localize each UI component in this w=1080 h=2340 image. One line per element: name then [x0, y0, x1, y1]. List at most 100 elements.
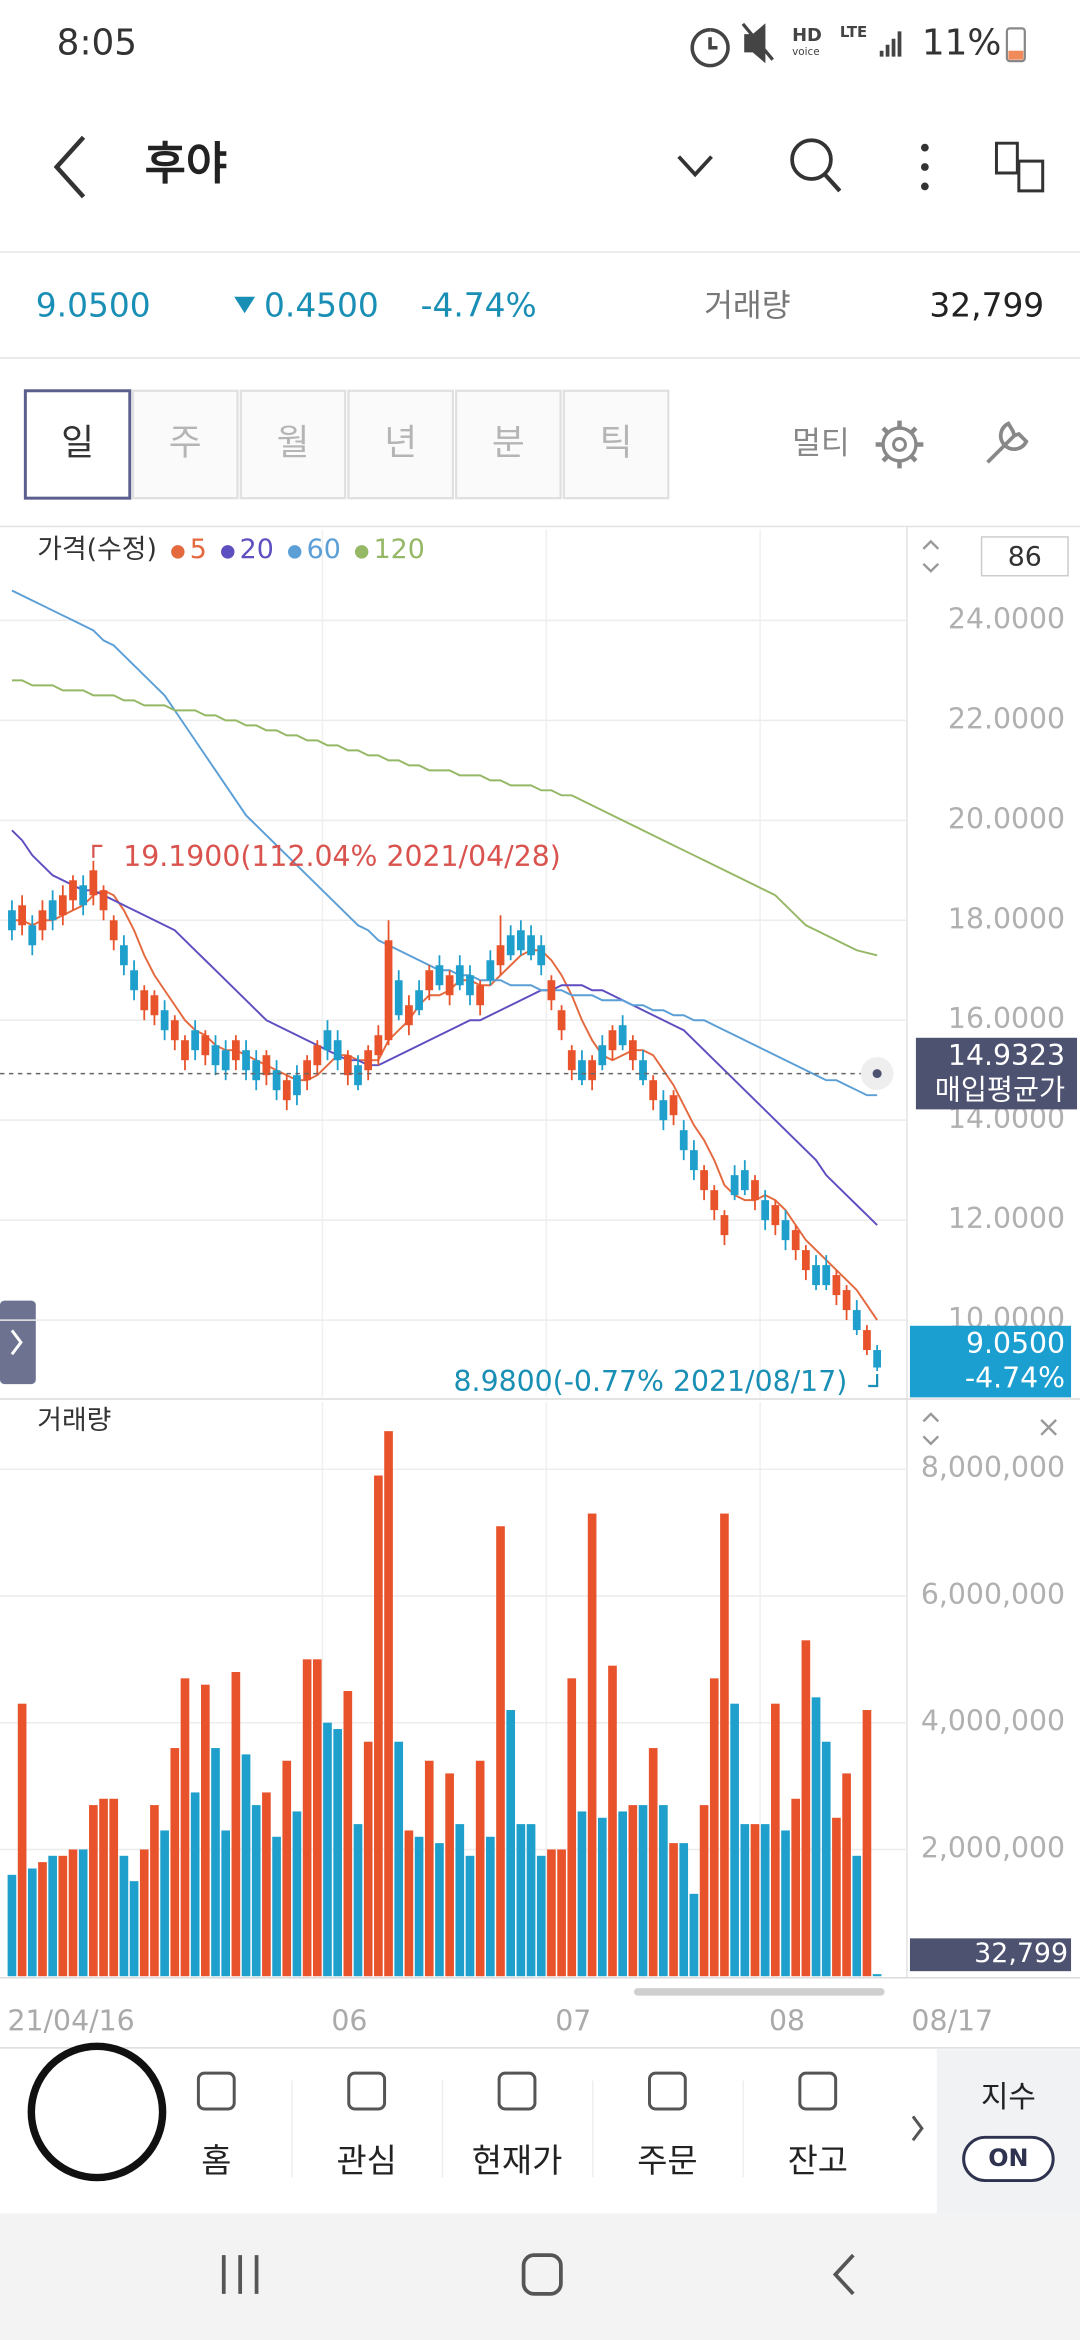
volume-bar — [139, 1849, 149, 1977]
candle-body — [832, 1275, 841, 1296]
volume-bar — [89, 1805, 98, 1977]
candle-body — [374, 1035, 383, 1056]
volume-bar — [231, 1672, 241, 1977]
candle-body — [557, 1010, 566, 1031]
nav-item[interactable] — [445, 2055, 588, 2204]
resize-icon[interactable] — [922, 1412, 940, 1446]
y-tick-label: 12.0000 — [948, 1202, 1065, 1235]
candle-body — [38, 910, 47, 931]
legend-title: 가격(수정) — [37, 534, 157, 565]
average-price-box — [915, 1037, 1078, 1110]
nav-more[interactable] — [911, 2115, 924, 2142]
dropdown-button[interactable] — [677, 155, 713, 178]
candle-body — [751, 1180, 759, 1201]
chart-area: 21/04/16 06 07 08 08/1710.000012.000014.0000… — [0, 529, 1078, 2037]
index-toggle[interactable] — [962, 2135, 1055, 2183]
volume-bar — [445, 1773, 454, 1977]
home-button[interactable] — [521, 2253, 563, 2296]
back-button[interactable] — [53, 135, 86, 199]
battery-icon — [1005, 27, 1026, 63]
nav-label: 홈 — [201, 2142, 231, 2180]
quote-price: 9.0500 — [36, 287, 151, 325]
tab[interactable] — [455, 389, 562, 500]
candle-body — [99, 890, 108, 911]
volume-bar — [730, 1703, 739, 1977]
candle-body — [364, 1050, 373, 1071]
nav-item[interactable] — [746, 2055, 889, 2204]
nav-label: 주문 — [637, 2142, 697, 2180]
candle-body — [323, 1030, 332, 1051]
scrollbar[interactable] — [633, 1988, 885, 1996]
candle-body — [761, 1200, 770, 1221]
volume-title: 거래량 — [37, 1405, 111, 1436]
tools-button[interactable] — [986, 421, 1029, 464]
volume-bar — [241, 1754, 251, 1977]
candle-body — [527, 935, 535, 956]
x-tick-label: 21/04/16 — [7, 2004, 134, 2037]
resize-icon[interactable] — [922, 539, 940, 573]
tab[interactable] — [562, 389, 670, 500]
candle-body — [781, 1220, 790, 1241]
candle-body — [822, 1265, 831, 1286]
volume-bar — [129, 1881, 139, 1977]
close-volume[interactable] — [1040, 1419, 1057, 1436]
search-button[interactable] — [790, 138, 833, 181]
nav-item[interactable] — [596, 2055, 739, 2204]
count-value: 86 — [1008, 541, 1042, 572]
volume-bar — [394, 1741, 404, 1977]
more-button[interactable] — [920, 143, 929, 191]
candle-body — [852, 1310, 861, 1331]
recent-apps[interactable] — [221, 2255, 259, 2294]
volume-bar — [862, 1710, 872, 1977]
volume-bar — [374, 1475, 383, 1977]
tab[interactable] — [23, 389, 132, 500]
candle-body — [354, 1065, 362, 1086]
candle-body — [18, 905, 26, 926]
last-price-change: -4.74% — [965, 1361, 1065, 1394]
candle-body — [771, 1205, 780, 1226]
volume-bar — [486, 1836, 495, 1977]
tab[interactable] — [347, 389, 455, 500]
volume-bar — [180, 1678, 190, 1977]
candle-body — [466, 975, 474, 996]
candle-body — [231, 1040, 240, 1061]
settings-button[interactable] — [875, 420, 924, 469]
candle-body — [405, 1005, 413, 1026]
candle-body — [567, 1050, 576, 1071]
volume-bar — [526, 1824, 536, 1977]
candle-body — [282, 1080, 291, 1101]
floating-button[interactable] — [27, 2042, 167, 2182]
legend-dot — [221, 545, 235, 559]
nav-item[interactable] — [295, 2055, 438, 2204]
tab-label: 틱 — [600, 422, 633, 463]
tab[interactable] — [131, 389, 239, 500]
candle-body — [170, 1020, 179, 1041]
y-tick-label: 4,000,000 — [921, 1705, 1065, 1738]
volume-bar — [842, 1773, 851, 1977]
volume-bar — [282, 1760, 292, 1977]
candle-body — [79, 885, 88, 906]
candle-body — [720, 1215, 729, 1236]
window-button[interactable] — [994, 141, 1045, 193]
volume-bar — [17, 1703, 27, 1977]
multi-button[interactable]: 멀티 — [792, 425, 850, 461]
moving-average-line — [11, 589, 878, 1097]
candle-body — [435, 965, 444, 986]
nav-item[interactable] — [145, 2055, 288, 2204]
count-input[interactable] — [980, 536, 1069, 577]
candle-body — [201, 1035, 210, 1056]
side-expand[interactable] — [0, 1300, 36, 1385]
nav-icon — [347, 2071, 387, 2111]
tab[interactable] — [239, 389, 347, 500]
index-label: 지수 — [981, 2080, 1036, 2115]
back-system[interactable] — [832, 2253, 855, 2296]
candle-body — [812, 1265, 820, 1286]
nav-icon — [798, 2071, 838, 2111]
candle-body — [547, 980, 556, 1001]
volume-bar — [567, 1678, 577, 1977]
volume-bar — [272, 1836, 281, 1977]
volume-bar — [801, 1640, 811, 1977]
volume-bar — [689, 1893, 699, 1977]
legend-label: 20 — [240, 534, 274, 565]
candle-body — [150, 995, 159, 1016]
